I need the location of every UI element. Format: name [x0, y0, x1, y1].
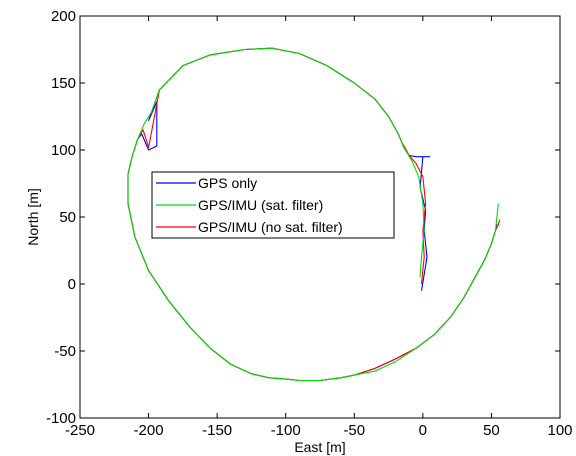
legend: GPS only GPS/IMU (sat. filter) GPS/IMU (…: [151, 171, 395, 239]
legend-label-gps-only: GPS only: [198, 175, 257, 191]
y-axis-label: North [m]: [25, 188, 41, 246]
series-line-1: [127, 47, 499, 382]
y-tick-label: 0: [68, 276, 76, 293]
x-tick-label: -250: [65, 422, 95, 439]
legend-label-gps-imu-no-sat-filter: GPS/IMU (no sat. filter): [198, 219, 343, 235]
y-tick-label: 50: [59, 209, 76, 226]
x-tick-label: 100: [547, 422, 572, 439]
y-tick-label: -100: [46, 410, 76, 427]
legend-label-gps-imu-sat-filter: GPS/IMU (sat. filter): [198, 197, 323, 213]
y-tick-label: 200: [51, 8, 76, 25]
axes-layer: -250 -200 -150 -100 -50 0 50 100 -100 -50 0 50 100 15…: [46, 8, 573, 439]
x-tick-label: 50: [483, 422, 500, 439]
x-tick-label: -200: [134, 422, 164, 439]
x-tick-label: -100: [271, 422, 301, 439]
x-tick-label: -50: [343, 422, 365, 439]
y-tick-label: 150: [51, 75, 76, 92]
y-tick-label: 100: [51, 142, 76, 159]
series-layer: [127, 47, 501, 382]
x-tick-label: 0: [419, 422, 427, 439]
x-axis-label: East [m]: [294, 439, 345, 455]
y-tick-label: -50: [54, 343, 76, 360]
x-tick-label: -150: [202, 422, 232, 439]
